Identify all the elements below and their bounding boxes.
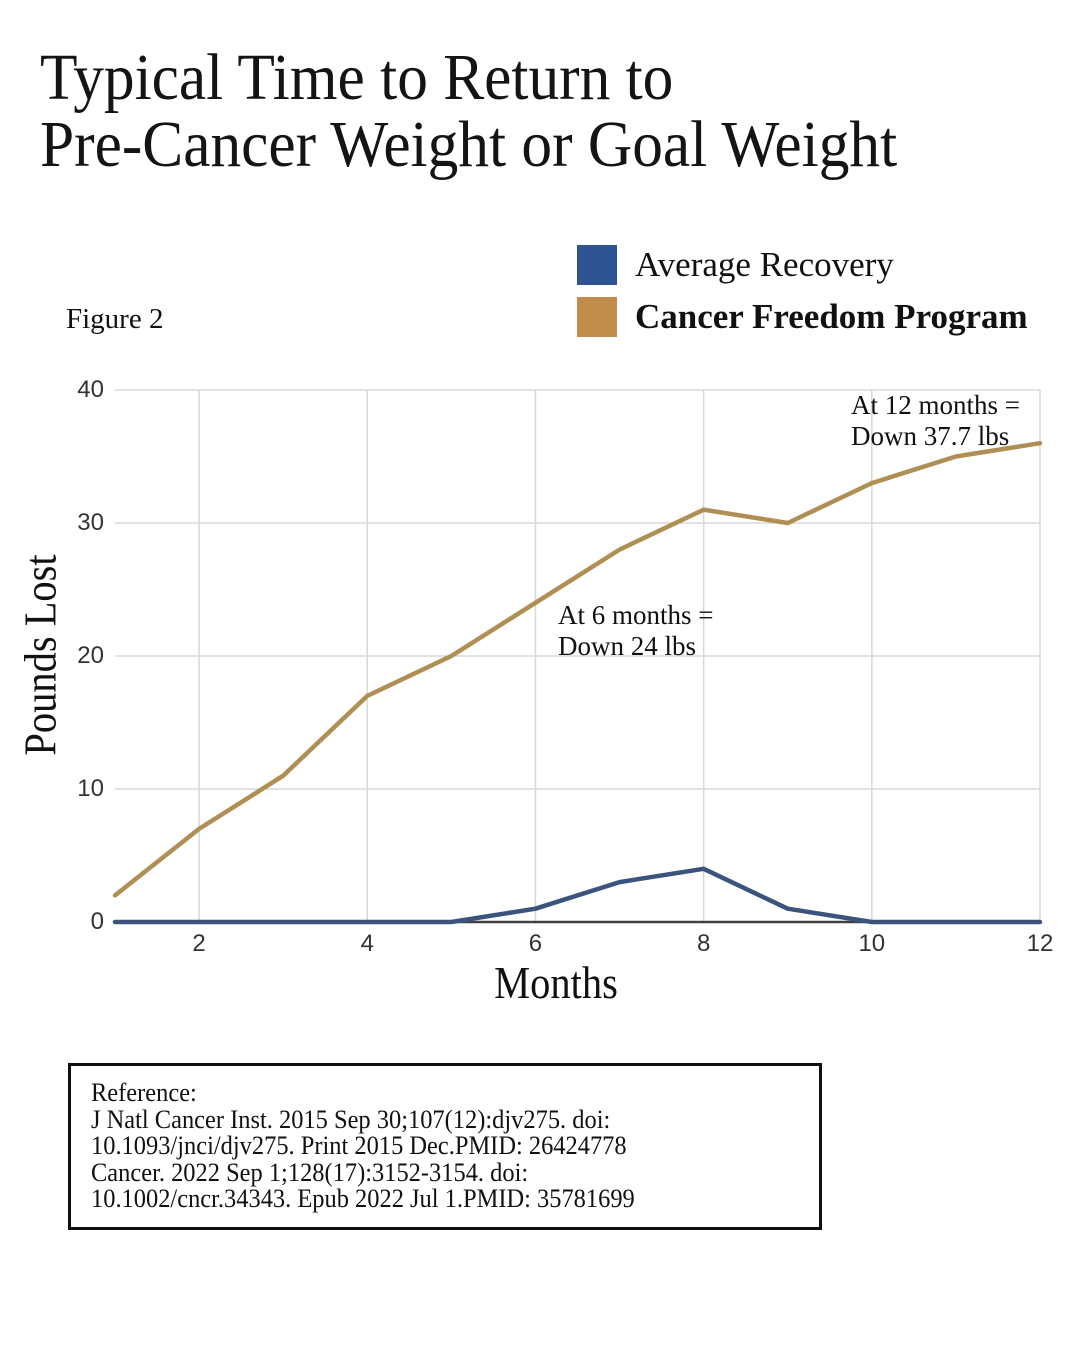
x-axis-title: Months [494,957,618,1008]
y-tick-label: 20 [77,642,104,669]
annotation-12-months-line2: Down 37.7 lbs [851,421,1010,451]
legend-label-cancer-freedom-program: Cancer Freedom Program [635,297,1028,336]
page-title-line2: Pre-Cancer Weight or Goal Weight [40,108,898,181]
legend-item-cancer-freedom-program: Cancer Freedom Program [577,297,1028,337]
reference-line: Reference: [91,1078,197,1107]
reference-line: 10.1093/jnci/djv275. Print 2015 Dec.PMID… [91,1131,627,1160]
y-tick-label: 30 [77,509,104,536]
annotation-12-months: At 12 months = Down 37.7 lbs [851,390,1020,452]
series-line-cancer-freedom-program [112,440,1043,898]
x-tick-label: 6 [528,930,543,957]
annotation-6-months: At 6 months = Down 24 lbs [558,600,714,662]
legend-swatch-cancer-freedom-program [577,297,617,337]
reference-box: Reference: J Natl Cancer Inst. 2015 Sep … [68,1063,822,1230]
reference-line: 10.1002/cncr.34343. Epub 2022 Jul 1.PMID… [91,1184,635,1213]
page-title: Typical Time to Return to Pre-Cancer Wei… [40,44,897,178]
y-tick-label: 0 [90,908,104,935]
x-tick-label: 12 [1026,930,1054,957]
annotation-6-months-line2: Down 24 lbs [558,631,697,661]
x-tick-label: 8 [696,930,711,957]
x-tick-label: 4 [360,930,374,957]
reference-line: J Natl Cancer Inst. 2015 Sep 30;107(12):… [91,1104,611,1134]
legend-item-average-recovery: Average Recovery [577,245,1028,285]
annotation-12-months-line1: At 12 months = [851,390,1020,420]
figure-label: Figure 2 [66,303,164,335]
line-chart [112,389,1043,925]
annotation-6-months-line1: At 6 months = [558,600,714,630]
reference-line: Cancer. 2022 Sep 1;128(17):3152-3154. do… [91,1157,529,1187]
series-line-average-recovery [112,866,1043,925]
page-title-line1: Typical Time to Return to [40,41,674,114]
y-tick-label: 10 [77,775,104,802]
chart-legend: Average Recovery Cancer Freedom Program [577,245,1028,349]
y-tick-label: 40 [77,376,104,403]
x-tick-label: 2 [192,930,206,957]
legend-label-average-recovery: Average Recovery [635,245,894,284]
legend-swatch-average-recovery [577,245,617,285]
x-tick-label: 10 [858,930,886,957]
